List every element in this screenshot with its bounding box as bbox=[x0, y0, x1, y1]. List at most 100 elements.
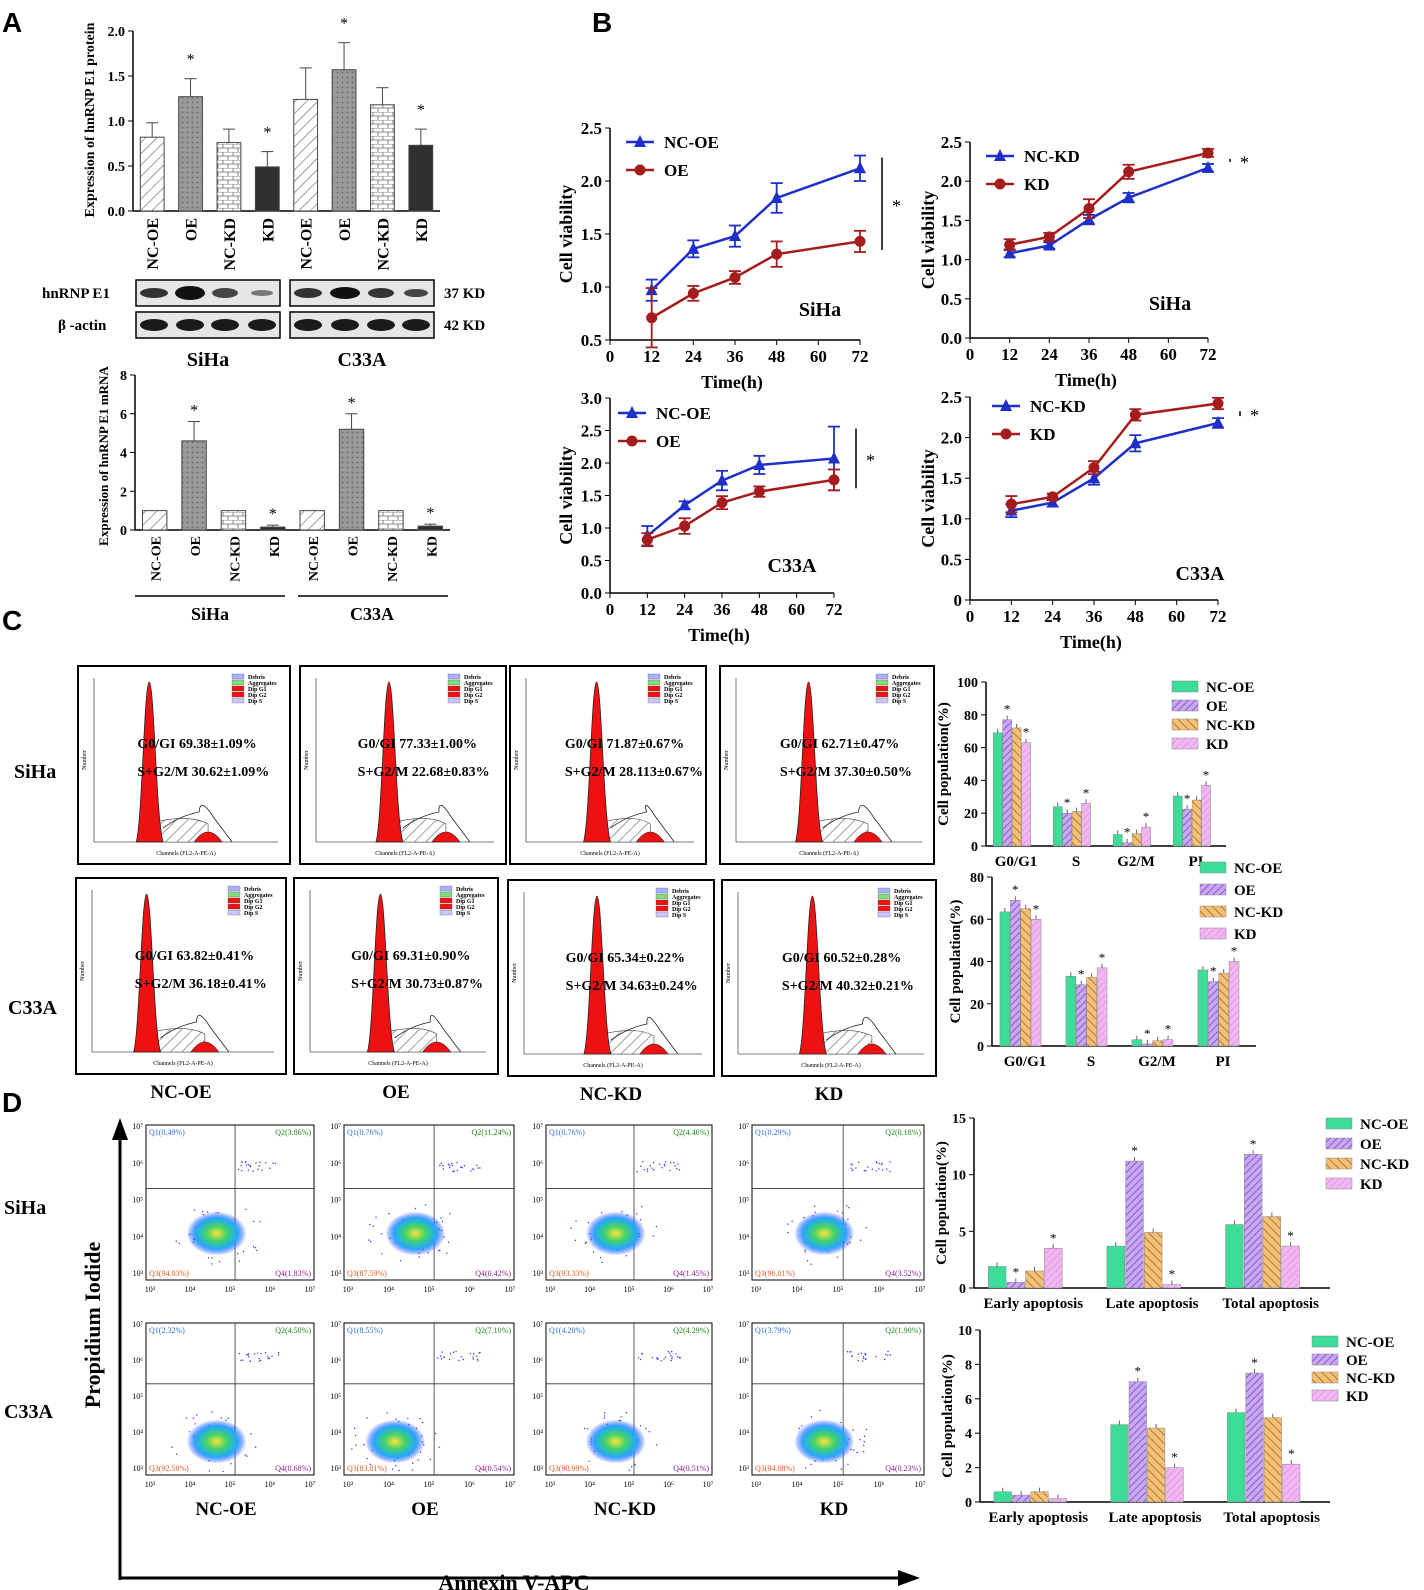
event-dot bbox=[804, 1251, 806, 1253]
data-point bbox=[716, 497, 728, 509]
event-dot bbox=[667, 1350, 670, 1353]
event-dot bbox=[449, 1352, 452, 1355]
g0-g1-stat: G0/GI 69.38±1.09% bbox=[137, 737, 256, 752]
y-axis-title: Cell population(%) bbox=[934, 1141, 950, 1265]
category-label: PI bbox=[1216, 1054, 1231, 1070]
bar bbox=[254, 166, 280, 212]
significance-star: * bbox=[426, 505, 434, 522]
cell-cycle-histogram: Number Channels (FL2-A-PE-A) DebrisAggrega… bbox=[721, 879, 937, 1105]
event-dot bbox=[455, 1350, 457, 1353]
y-tick-label: 10⁵ bbox=[132, 1196, 143, 1205]
x-tick-label: 10⁷ bbox=[505, 1285, 516, 1294]
event-dot bbox=[646, 1168, 649, 1170]
y-tick-label: 10⁴ bbox=[738, 1428, 749, 1437]
event-dot bbox=[847, 1218, 849, 1220]
group-label: NC-KD bbox=[386, 536, 401, 582]
group-label: KD bbox=[414, 218, 431, 242]
event-dot bbox=[847, 1463, 849, 1465]
y-tick-label: 10⁴ bbox=[132, 1428, 143, 1437]
y-tick-label: 0.0 bbox=[108, 205, 126, 220]
event-dot bbox=[449, 1167, 451, 1169]
histogram-x-label: Channels (FL2-A-PE-A) bbox=[153, 1060, 213, 1067]
event-dot bbox=[440, 1162, 443, 1164]
panel-label-d: D bbox=[2, 1087, 22, 1118]
data-point bbox=[770, 190, 783, 203]
x-tick-label: 10⁵ bbox=[225, 1480, 236, 1489]
x-axis-title: Time(h) bbox=[1055, 370, 1117, 391]
event-dot bbox=[366, 1457, 368, 1460]
event-dot bbox=[439, 1249, 441, 1251]
histogram-legend-label: Dip G1 bbox=[456, 899, 475, 905]
histogram-legend-label: Aggregates bbox=[664, 681, 693, 687]
bar bbox=[293, 98, 319, 212]
event-dot bbox=[260, 1359, 262, 1362]
event-dot bbox=[857, 1161, 860, 1164]
histogram-legend-label: Debris bbox=[892, 675, 910, 681]
x-axis-title: Time(h) bbox=[1060, 632, 1122, 653]
event-dot bbox=[875, 1170, 877, 1172]
y-tick-label: 1.0 bbox=[941, 510, 962, 529]
flow-cytometry-plot: Q1(3.79%) Q2(1.90%) Q3(94.08%) Q4(0.23%) 10³… bbox=[738, 1320, 925, 1520]
y-tick-label: 10⁶ bbox=[330, 1356, 341, 1365]
histogram-outline bbox=[402, 804, 471, 843]
y-tick-label: 3.0 bbox=[581, 389, 602, 408]
histogram-legend-label: Dip S bbox=[672, 913, 687, 919]
dip-g2-peak bbox=[193, 831, 223, 843]
bar bbox=[1052, 806, 1063, 847]
event-dot bbox=[857, 1359, 860, 1362]
event-dot bbox=[470, 1170, 472, 1172]
d-row-label-siha: SiHa bbox=[4, 1197, 46, 1219]
histogram-legend-swatch bbox=[231, 673, 245, 680]
histogram-legend-swatch bbox=[877, 905, 891, 912]
y-tick-label: 20 bbox=[970, 998, 984, 1013]
bar bbox=[1144, 1232, 1163, 1289]
event-dot bbox=[645, 1427, 647, 1430]
c-row-label-siha: SiHa bbox=[14, 761, 56, 783]
event-dot bbox=[440, 1358, 443, 1360]
y-tick-label: 0 bbox=[977, 1040, 984, 1055]
legend-swatch bbox=[1199, 905, 1227, 918]
y-tick-label: 0 bbox=[959, 1282, 966, 1297]
data-point bbox=[854, 235, 866, 247]
d-y-axis-label: Propidium Iodide bbox=[80, 1242, 105, 1409]
main-population-cloud bbox=[585, 1419, 646, 1464]
event-dot bbox=[258, 1357, 260, 1360]
bar bbox=[1225, 1224, 1244, 1289]
event-dot bbox=[851, 1355, 853, 1358]
event-dot bbox=[456, 1169, 459, 1172]
event-dot bbox=[253, 1246, 255, 1248]
bar bbox=[1147, 1427, 1166, 1503]
histogram-x-label: Channels (FL2-A-PE-A) bbox=[368, 1060, 428, 1067]
bar bbox=[1010, 899, 1021, 1047]
x-tick-label: 10⁷ bbox=[703, 1480, 714, 1489]
histogram-legend-swatch bbox=[227, 897, 241, 904]
bar bbox=[417, 525, 444, 531]
group-label: KD bbox=[268, 536, 283, 557]
event-dot bbox=[241, 1359, 244, 1361]
histogram-legend-swatch bbox=[227, 891, 241, 898]
event-dot bbox=[476, 1355, 478, 1357]
legend-label: OE bbox=[664, 161, 689, 180]
y-tick-label: 4 bbox=[120, 447, 127, 462]
mrna-cell-siha: SiHa bbox=[191, 604, 229, 624]
event-dot bbox=[639, 1425, 642, 1427]
significance-star: * bbox=[1171, 1450, 1178, 1465]
category-label: Late apoptosis bbox=[1109, 1510, 1202, 1526]
bar bbox=[1244, 1154, 1263, 1289]
event-dot bbox=[249, 1360, 251, 1363]
y-tick-label: 8 bbox=[120, 369, 127, 384]
histogram-y-label: Number bbox=[724, 750, 730, 770]
x-tick-label: 10⁴ bbox=[792, 1480, 803, 1489]
significance-star: * bbox=[1023, 725, 1030, 740]
event-dot bbox=[264, 1352, 267, 1354]
bar bbox=[1165, 1467, 1184, 1503]
data-point bbox=[687, 287, 699, 299]
histogram-legend-swatch bbox=[447, 691, 461, 698]
histogram-legend-swatch bbox=[439, 885, 453, 892]
event-dot bbox=[801, 1425, 803, 1427]
y-tick-label: 5 bbox=[959, 1225, 966, 1240]
event-dot bbox=[676, 1168, 678, 1170]
event-dot bbox=[452, 1351, 455, 1353]
significance-star: * bbox=[1033, 901, 1040, 916]
y-tick-label: 0.5 bbox=[581, 331, 602, 350]
